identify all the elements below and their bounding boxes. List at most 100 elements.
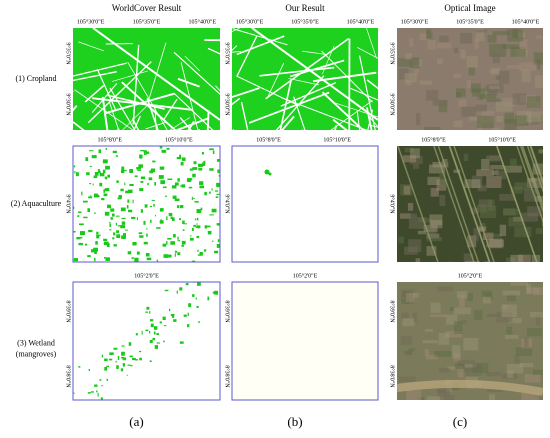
speck [117,356,120,360]
speck [170,241,176,245]
texture [453,169,461,173]
speck [76,237,81,240]
texture [484,86,498,96]
canal [437,146,480,262]
texture [489,394,496,400]
texture [476,169,494,177]
texture [526,96,541,108]
speck [149,311,151,314]
speck [123,169,127,172]
speck [104,256,106,259]
speck [144,204,148,208]
texture [468,67,475,76]
texture [527,206,543,217]
speck [121,345,125,347]
texture [417,230,427,235]
texture [459,294,465,308]
speck [102,169,106,174]
speck [116,230,120,233]
speck [212,240,214,242]
speck [134,175,138,178]
canal [448,146,491,262]
non-crop [288,78,319,86]
texture [403,185,411,195]
speck [87,208,91,213]
speck [126,204,129,209]
map-panel [73,28,220,130]
texture [460,32,473,44]
canal [397,146,439,262]
latitude-label: 8°38'0"N [224,365,231,388]
speck [113,232,116,236]
texture [402,155,417,163]
texture [436,42,452,49]
texture [439,172,446,185]
speck [182,229,185,231]
row-label: (mangroves) [16,349,57,358]
speck [121,235,126,239]
texture [453,321,463,335]
texture [463,153,469,162]
latitude-label: 9°30'0"N [389,93,396,116]
speck [127,199,130,203]
texture [487,34,497,43]
texture [472,88,486,97]
latitude-label: 9°35'0"N [224,42,231,65]
non-crop [101,96,109,130]
speck [105,165,110,170]
panel-label: (b) [287,414,302,429]
speck [129,169,134,173]
texture [507,370,514,378]
speck [198,163,204,167]
speck [167,237,172,240]
latitude-label: 8°38'0"N [389,365,396,388]
speck [135,333,138,336]
speck [138,232,143,235]
latitude-label: 9°4'0"N [389,194,396,214]
speck [139,188,144,192]
texture [535,314,541,326]
speck [81,191,83,196]
speck [192,197,195,199]
texture [474,38,479,49]
latitude-label: 9°4'0"N [65,194,72,214]
non-crop [87,61,152,124]
texture [457,365,464,378]
speck [168,212,173,217]
non-crop [204,39,220,42]
speck [96,234,101,236]
texture [428,164,446,174]
speck [149,319,154,322]
speck [78,242,83,246]
speck [146,151,150,154]
speck [136,167,141,170]
speck [182,220,185,224]
speck [163,325,167,327]
texture [532,287,543,296]
speck [139,235,144,238]
non-crop [240,101,249,130]
texture [481,158,490,171]
speck [165,195,167,197]
texture [407,203,414,211]
texture [438,333,450,345]
texture [401,312,409,319]
speck [93,175,98,179]
speck [99,173,105,177]
texture [521,69,531,83]
speck [189,237,194,241]
speck [167,178,173,181]
texture [508,317,522,324]
speck [170,216,173,219]
speck [194,218,197,221]
speck [109,223,112,227]
speck [153,331,156,335]
texture [430,314,447,318]
speck [216,223,220,226]
speck [89,165,92,168]
row-label: (1) Cropland [15,74,56,83]
speck [191,227,194,231]
speck [146,306,150,310]
row-label: (2) Aquaculture [11,199,62,208]
speck [189,168,194,171]
